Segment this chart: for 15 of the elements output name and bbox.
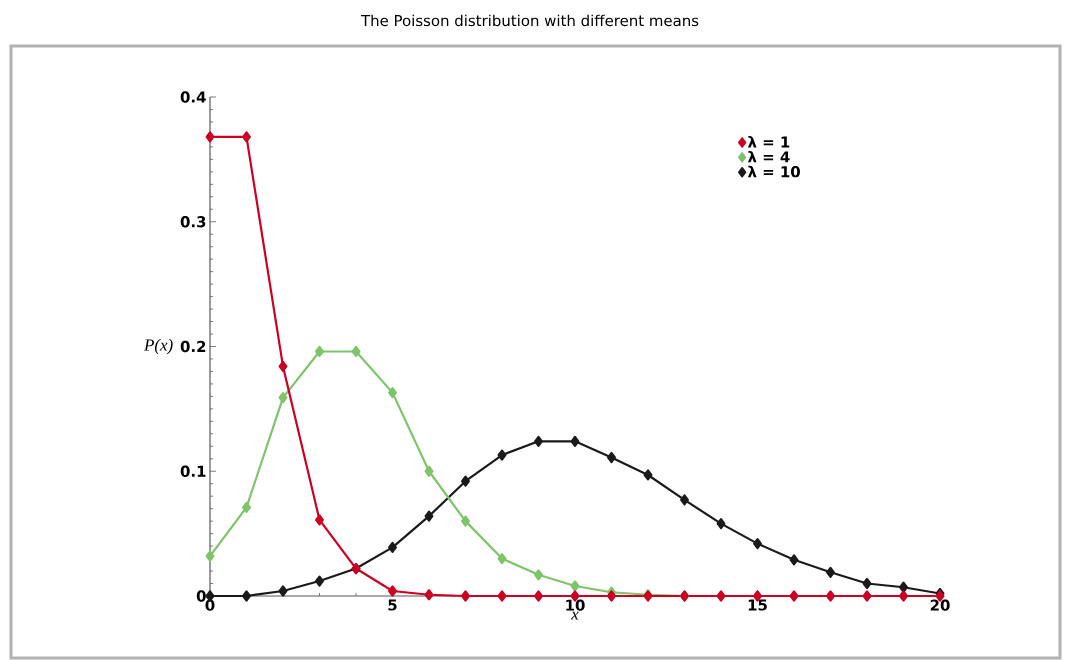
legend-label: λ = 1 (747, 136, 790, 148)
y-tick-label: 0 (196, 590, 206, 602)
y-tick-label: 0.2 (180, 340, 206, 353)
x-axis-title: x (571, 611, 579, 620)
y-tick-label: 0.3 (180, 216, 206, 228)
legend-label: λ = 4 (747, 150, 790, 163)
chart-title: The Poisson distribution with different means (360, 14, 699, 27)
y-tick-label: 0.1 (180, 465, 206, 477)
y-axis-title: P(x) (143, 338, 173, 355)
y-tick-label: 0.4 (180, 91, 206, 103)
x-tick-label: 5 (388, 599, 397, 611)
x-tick-label: 20 (930, 599, 950, 611)
x-tick-label: 10 (566, 599, 585, 611)
x-tick-label: 15 (748, 599, 767, 611)
legend-label: λ = 10 (747, 165, 800, 178)
